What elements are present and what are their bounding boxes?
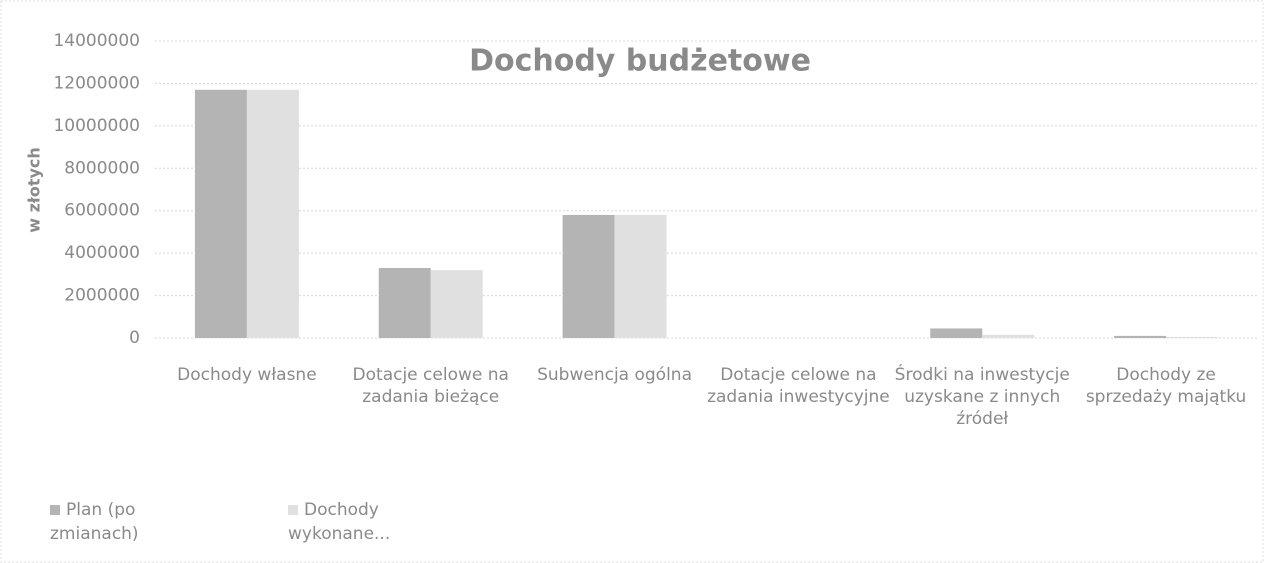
y-tick-label: 6000000 [64,201,140,221]
bar [1166,336,1219,338]
legend-label: Dochody wykonane... [288,500,391,544]
bar [930,328,983,338]
x-tick-label: Subwencja ogólna [537,365,693,385]
legend-swatch [50,505,60,515]
bar [1114,335,1167,338]
y-tick-label: 14000000 [53,31,140,51]
y-tick-label: 8000000 [64,158,140,178]
bar [562,214,615,338]
bar [246,89,299,339]
legend-item: Dochody wykonane... [288,498,438,546]
bar [430,270,483,338]
chart-title: Dochody budżetowe [469,44,811,79]
x-tick-label: Dochody własne [177,365,317,385]
x-tick-label: Dotacje celowe na zadania inwestycyjne [707,365,890,407]
legend-swatch [288,505,298,515]
x-tick-label: Dochody ze sprzedaży majątku [1085,365,1247,407]
y-tick-label: 12000000 [53,73,140,93]
bar [378,267,431,338]
y-axis-label: w złotych [25,147,44,233]
bar [194,89,247,339]
bar [982,334,1035,338]
legend-item: Plan (po zmianach) [50,498,200,546]
bar [614,214,667,338]
legend-label: Plan (po zmianach) [50,500,139,544]
y-tick-label: 0 [129,328,140,348]
y-tick-label: 4000000 [64,243,140,263]
x-tick-label: Środki na inwestycje uzyskane z innych ź… [894,365,1070,429]
y-tick-label: 2000000 [64,286,140,306]
y-tick-label: 10000000 [53,116,140,136]
x-tick-label: Dotacje celowe na zadania bieżące [352,365,509,407]
